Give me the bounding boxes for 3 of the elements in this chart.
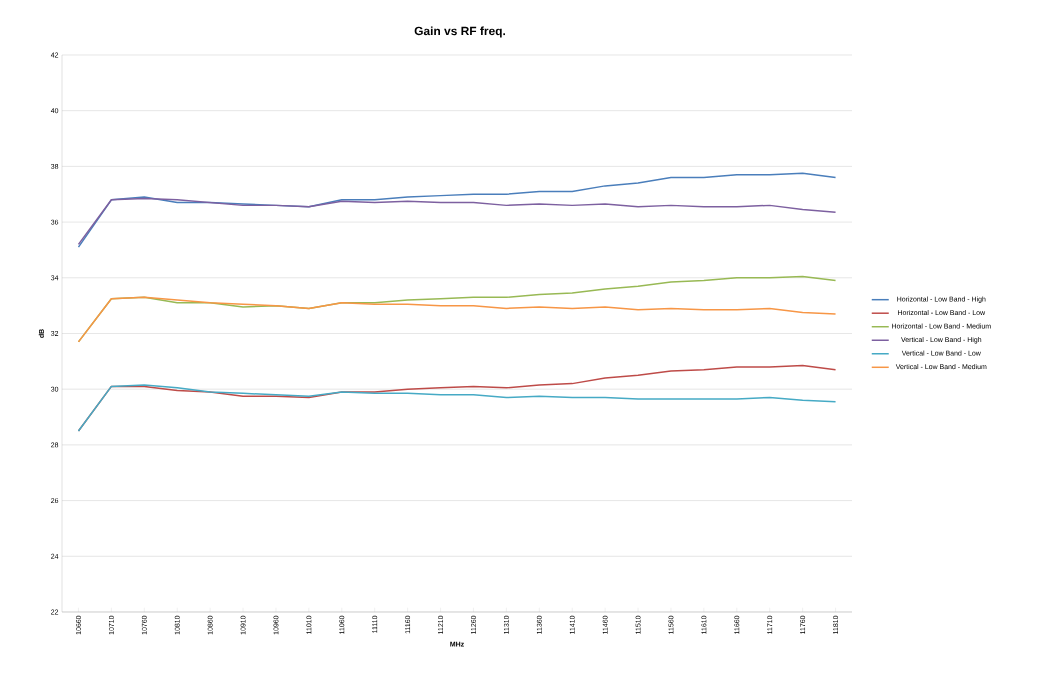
chart-title: Gain vs RF freq. [414, 26, 506, 38]
line-series [77, 296, 837, 343]
line-series [77, 172, 837, 248]
